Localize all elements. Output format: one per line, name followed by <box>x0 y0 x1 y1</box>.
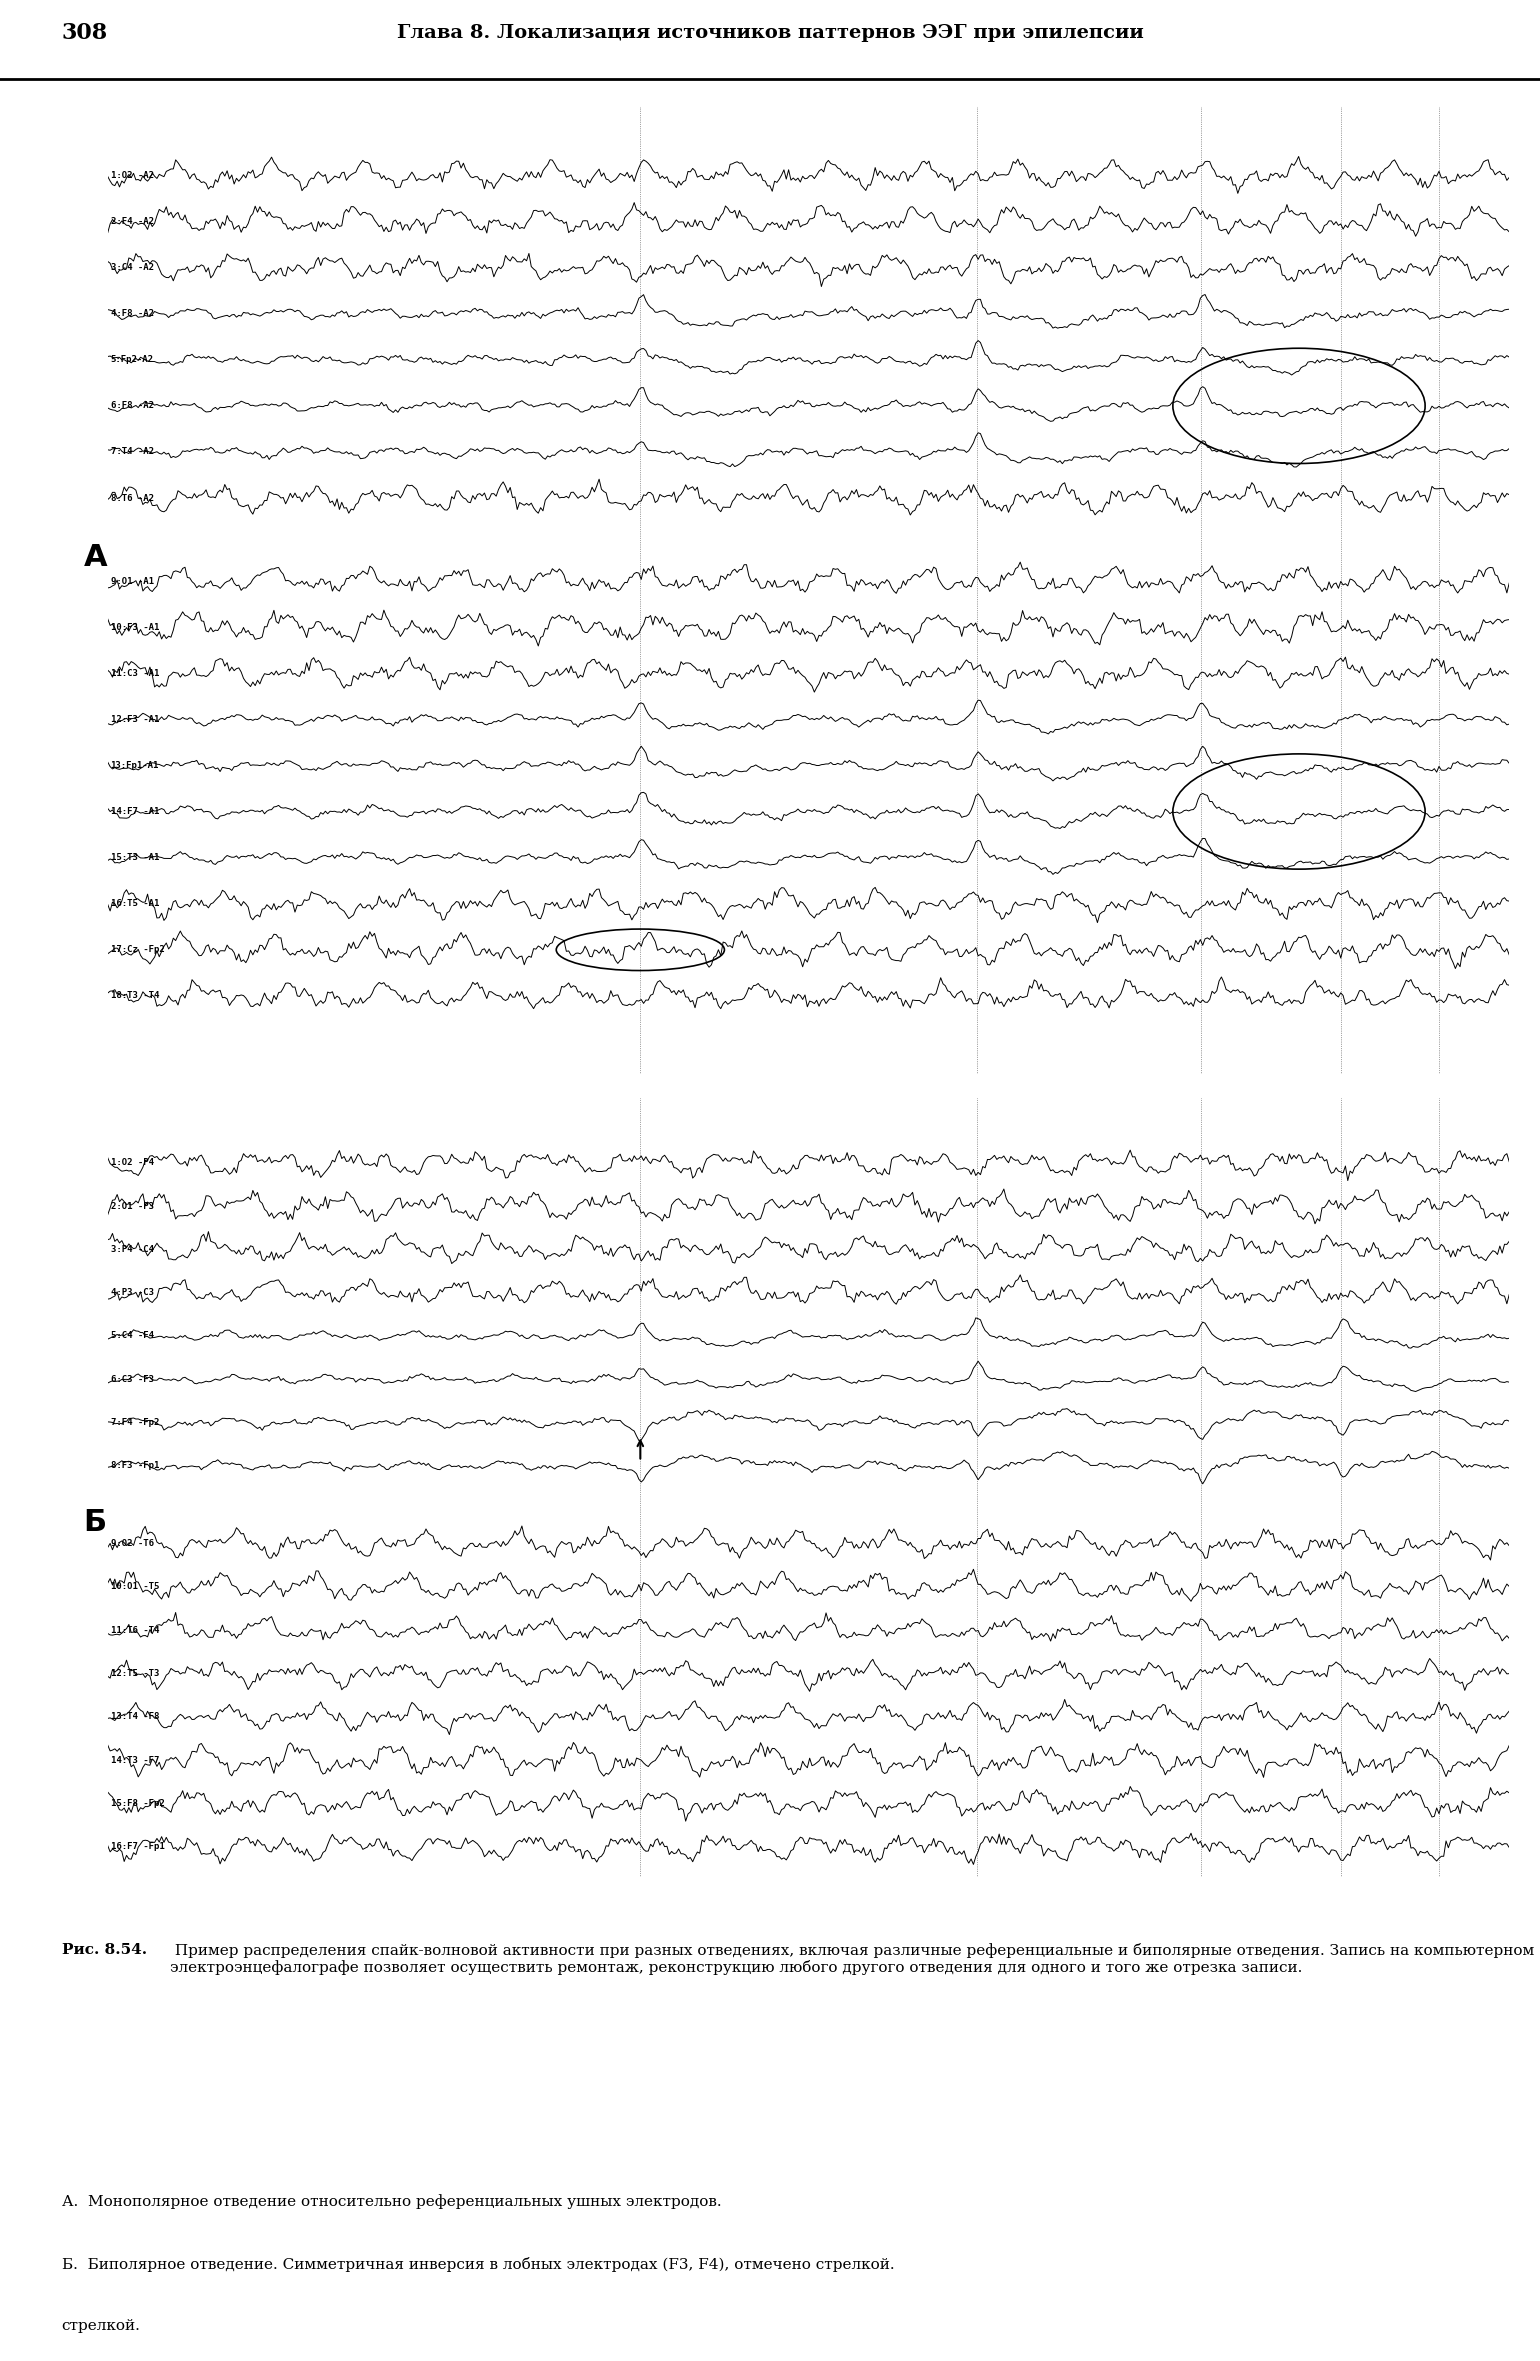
Text: 12:T5 -T3: 12:T5 -T3 <box>111 1669 159 1679</box>
Text: 1:O2 -A2: 1:O2 -A2 <box>111 170 154 179</box>
Text: 13:Fp1-A1: 13:Fp1-A1 <box>111 760 159 770</box>
Text: 1:O2 -P4: 1:O2 -P4 <box>111 1159 154 1166</box>
Text: 9:O1 -A1: 9:O1 -A1 <box>111 576 154 586</box>
Text: 8:F3 -Fp1: 8:F3 -Fp1 <box>111 1461 159 1471</box>
Text: 4:F8 -A2: 4:F8 -A2 <box>111 309 154 319</box>
Text: 11:C3 -A1: 11:C3 -A1 <box>111 668 159 678</box>
Text: 18:T3 -T4: 18:T3 -T4 <box>111 992 159 1001</box>
Text: 7:T4 -A2: 7:T4 -A2 <box>111 449 154 456</box>
Text: 17:Cz -Fp2: 17:Cz -Fp2 <box>111 944 165 954</box>
Text: 13:T4 -F8: 13:T4 -F8 <box>111 1712 159 1721</box>
Text: 14:F7 -A1: 14:F7 -A1 <box>111 807 159 817</box>
Text: Б.  Биполярное отведение. Симметричная инверсия в лобных электродах (F3, F4), от: Б. Биполярное отведение. Симметричная ин… <box>62 2257 895 2271</box>
Text: Глава 8. Локализация источников паттернов ЭЭГ при эпилепсии: Глава 8. Локализация источников паттерно… <box>397 24 1143 42</box>
Text: 14:T3 -F7: 14:T3 -F7 <box>111 1757 159 1764</box>
Text: 5:Fp2-A2: 5:Fp2-A2 <box>111 354 154 364</box>
Text: Рис. 8.54.: Рис. 8.54. <box>62 1943 146 1957</box>
Text: 15:T3 -A1: 15:T3 -A1 <box>111 852 159 862</box>
Text: 15:F8 -Fp2: 15:F8 -Fp2 <box>111 1799 165 1809</box>
Text: Б: Б <box>83 1509 106 1537</box>
Text: 10:O1 -T5: 10:O1 -T5 <box>111 1582 159 1591</box>
Text: 2:O1 -P3: 2:O1 -P3 <box>111 1202 154 1211</box>
Text: Пример распределения спайк-волновой активности при разных отведениях, включая ра: Пример распределения спайк-волновой акти… <box>171 1943 1534 1976</box>
Text: 2:F4 -A2: 2:F4 -A2 <box>111 217 154 227</box>
Text: 4:P3 -C3: 4:P3 -C3 <box>111 1289 154 1296</box>
Text: 3:P4 -C4: 3:P4 -C4 <box>111 1244 154 1254</box>
Text: А.  Монополярное отведение относительно референциальных ушных электродов.: А. Монополярное отведение относительно р… <box>62 2193 721 2210</box>
Text: 16:F7 -Fp1: 16:F7 -Fp1 <box>111 1842 165 1851</box>
Text: 6:C3 -F3: 6:C3 -F3 <box>111 1374 154 1384</box>
Text: стрелкой.: стрелкой. <box>62 2319 140 2333</box>
Text: 8:T6 -A2: 8:T6 -A2 <box>111 493 154 503</box>
Text: 10:F3 -A1: 10:F3 -A1 <box>111 623 159 633</box>
Text: 7:F4 -Fp2: 7:F4 -Fp2 <box>111 1419 159 1426</box>
Text: 9:O2 -T6: 9:O2 -T6 <box>111 1539 154 1549</box>
Text: 16:T5 -A1: 16:T5 -A1 <box>111 900 159 909</box>
Text: 12:F3 -A1: 12:F3 -A1 <box>111 715 159 725</box>
Text: 5:C4 -F4: 5:C4 -F4 <box>111 1332 154 1341</box>
Text: 6:F8 -A2: 6:F8 -A2 <box>111 401 154 411</box>
Text: 308: 308 <box>62 21 108 45</box>
Text: 11:T6 -T4: 11:T6 -T4 <box>111 1627 159 1634</box>
Text: 3:C4 -A2: 3:C4 -A2 <box>111 262 154 272</box>
Text: А: А <box>83 543 106 571</box>
